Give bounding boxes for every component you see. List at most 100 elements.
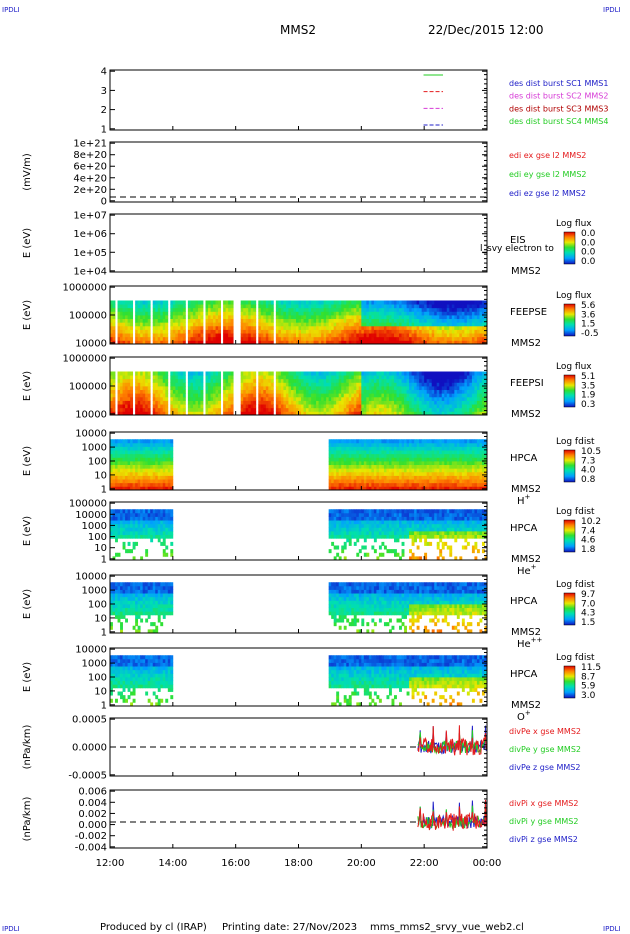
spectrogram-cell	[378, 307, 382, 312]
spectrogram-cell	[394, 375, 397, 380]
spectrogram-cell	[248, 378, 252, 383]
spectrogram-cell	[358, 300, 362, 305]
spectrogram-cell	[127, 520, 131, 525]
spectrogram-cell	[351, 329, 355, 334]
spectrogram-cell	[125, 446, 128, 451]
spectrogram-cell	[137, 486, 141, 491]
spectrogram-cell	[348, 318, 352, 323]
spectrogram-cell	[120, 315, 123, 320]
spectrogram-cell	[150, 527, 154, 532]
spectrogram-cell	[205, 318, 209, 323]
spectrogram-cell	[429, 311, 433, 316]
spectrogram-cell	[187, 382, 191, 387]
spectrogram-cell	[260, 393, 264, 398]
spectrogram-cell	[479, 315, 483, 320]
spectrogram-cell	[157, 396, 161, 401]
spectrogram-cell	[451, 340, 455, 345]
spectrogram-cell	[125, 531, 128, 536]
spectrogram-cell	[358, 486, 362, 491]
spectrogram-cell	[127, 512, 131, 517]
spectrogram-cell	[180, 389, 184, 394]
spectrogram-cell	[175, 333, 179, 338]
spectrogram-cell	[421, 393, 425, 398]
spectrogram-cell	[115, 527, 118, 532]
spectrogram-cell	[130, 386, 134, 391]
spectrogram-cell	[406, 382, 410, 387]
spectrogram-cell	[122, 520, 126, 525]
spectrogram-cell	[177, 407, 181, 412]
spectrogram-cell	[165, 404, 169, 409]
spectrogram-cell	[481, 311, 485, 316]
spectrogram-cell	[135, 486, 139, 491]
spectrogram-cell	[215, 322, 219, 327]
spectrogram-cell	[363, 486, 367, 491]
spectrogram-cell	[132, 457, 136, 462]
spectrogram-cell	[399, 340, 402, 345]
spectrogram-cell	[157, 336, 161, 341]
spectrogram-cell	[454, 471, 458, 476]
spectrogram-cell	[213, 329, 216, 334]
spectrogram-cell	[117, 446, 121, 451]
spectrogram-cell	[130, 378, 134, 383]
spectrogram-cell	[132, 509, 136, 514]
spectrogram-cell	[147, 386, 151, 391]
spectrogram-cell	[170, 318, 174, 323]
spectrogram-cell	[474, 471, 478, 476]
spectrogram-cell	[454, 453, 458, 458]
spectrogram-cell	[112, 378, 116, 383]
spectrogram-cell	[160, 439, 164, 444]
spectrogram-cell	[122, 393, 126, 398]
spectrogram-cell	[295, 304, 299, 309]
spectrogram-cell	[298, 329, 302, 334]
colorbar-label: 5.6	[581, 301, 596, 311]
spectrogram-cell	[409, 318, 412, 323]
spectrogram-cell	[283, 304, 287, 309]
spectrogram-cell	[343, 486, 347, 491]
spectrogram-cell	[464, 318, 468, 323]
spectrogram-cell	[331, 400, 335, 405]
spectrogram-cell	[406, 461, 410, 466]
spectrogram-cell	[162, 322, 166, 327]
spectrogram-cell	[293, 411, 297, 416]
spectrogram-cell	[170, 300, 174, 305]
spectrogram-cell	[125, 482, 128, 487]
spectrogram-cell	[476, 318, 480, 323]
spectrogram-cell	[288, 333, 292, 338]
spectrogram-cell	[293, 378, 297, 383]
spectrogram-cell	[250, 304, 254, 309]
spectrogram-cell	[135, 471, 139, 476]
spectrogram-cell	[165, 371, 169, 376]
spectrogram-cell	[301, 411, 304, 416]
spectrogram-cell	[243, 411, 247, 416]
spectrogram-cell	[127, 315, 131, 320]
spectrogram-cell	[474, 457, 478, 462]
spectrogram-cell	[451, 336, 455, 341]
spectrogram-cell	[125, 396, 128, 401]
spectrogram-cell	[378, 393, 382, 398]
spectrogram-cell	[476, 457, 480, 462]
spectrogram-cell	[361, 300, 365, 305]
spectrogram-cell	[471, 333, 475, 338]
spectrogram-cell	[125, 329, 128, 334]
spectrogram-cell	[150, 482, 154, 487]
spectrogram-cell	[469, 411, 473, 416]
spectrogram-cell	[341, 322, 345, 327]
spectrogram-cell	[466, 322, 470, 327]
spectrogram-cell	[165, 446, 169, 451]
spectrogram-cell	[135, 386, 139, 391]
spectrogram-cell	[356, 400, 360, 405]
spectrogram-cell	[444, 311, 448, 316]
spectrogram-cell	[117, 509, 121, 514]
spectrogram-cell	[363, 311, 367, 316]
spectrogram-cell	[399, 411, 402, 416]
spectrogram-cell	[368, 300, 372, 305]
spectrogram-cell	[263, 382, 267, 387]
spectrogram-cell	[165, 336, 169, 341]
spectrogram-cell	[288, 386, 292, 391]
spectrogram-cell	[383, 307, 387, 312]
spectrogram-cell	[150, 442, 154, 447]
spectrogram-cell	[416, 404, 420, 409]
spectrogram-cell	[318, 396, 322, 401]
spectrogram-cell	[125, 375, 128, 380]
spectrogram-cell	[328, 471, 332, 476]
